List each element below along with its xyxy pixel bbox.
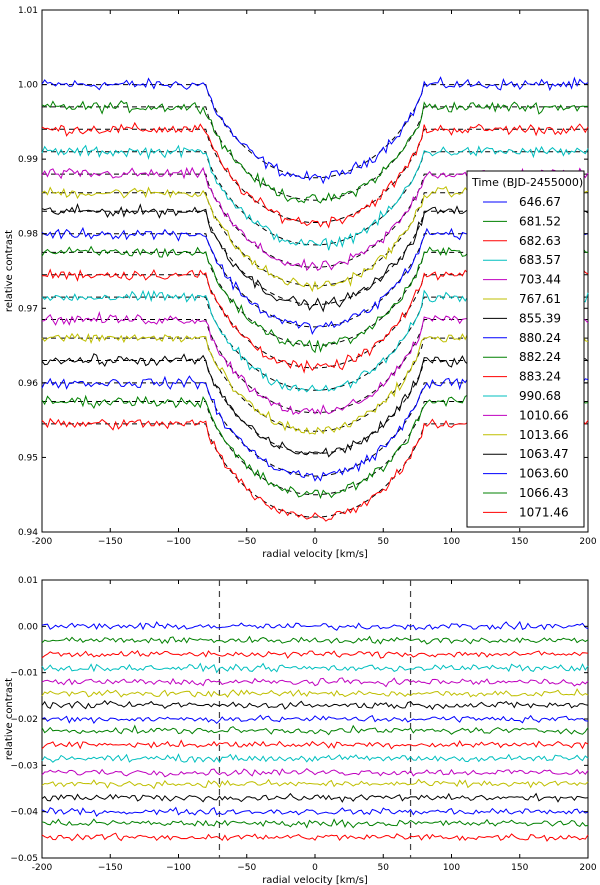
legend-entry-label: 767.61 <box>519 292 561 306</box>
x-tick-label: 200 <box>579 863 596 873</box>
fit-curve <box>42 128 588 223</box>
y-tick-label: 1.00 <box>18 81 38 91</box>
top-x-axis-label: radial velocity [km/s] <box>262 549 368 560</box>
series-line-683.57 <box>41 144 589 251</box>
legend-entry-label: 1071.46 <box>519 505 569 519</box>
y-tick-label: −0.03 <box>10 761 38 771</box>
residual-line <box>41 768 589 778</box>
y-tick-label: −0.02 <box>10 715 38 725</box>
y-tick-label: 0.97 <box>18 304 38 314</box>
legend-entry-label: 1013.66 <box>519 428 569 442</box>
residual-line <box>41 792 589 803</box>
bottom-x-ticks: -200 −150 −100 −50 0 50 100 150 200 <box>32 580 597 873</box>
residual-line <box>41 700 589 711</box>
bottom-panel-plot: -200 −150 −100 −50 0 50 100 150 200 −0.05−0.04−0… <box>4 576 597 885</box>
residual-line <box>41 688 589 698</box>
x-tick-label: 150 <box>511 537 528 547</box>
residual-line <box>41 620 589 631</box>
x-tick-label: −100 <box>166 537 191 547</box>
legend-entry-label: 1063.47 <box>519 447 569 461</box>
y-tick-label: −0.05 <box>10 854 38 864</box>
legend-entry-label: 855.39 <box>519 311 561 325</box>
y-tick-label: 0.96 <box>18 379 38 389</box>
residual-line <box>41 724 589 736</box>
top-x-ticks: -200 −150 −100 −50 0 50 100 150 200 <box>32 10 597 547</box>
fit-curve <box>42 84 588 179</box>
residual-line <box>41 739 589 750</box>
legend-entry-label: 681.52 <box>519 214 561 228</box>
legend-entry-label: 1063.60 <box>519 467 569 481</box>
legend-entry-label: 883.24 <box>519 370 561 384</box>
legend-title: Time (BJD-2455000) <box>471 176 583 189</box>
y-tick-label: 1.01 <box>18 6 38 16</box>
bottom-y-axis-label: relative contrast <box>4 678 15 760</box>
y-tick-label: 0.01 <box>18 576 38 586</box>
legend-entry-label: 646.67 <box>519 195 561 209</box>
x-tick-label: 0 <box>312 863 318 873</box>
residual-line <box>41 635 589 645</box>
residual-line <box>41 806 589 817</box>
y-tick-label: 0.99 <box>18 155 38 165</box>
bottom-series-group <box>41 620 589 842</box>
x-tick-label: 100 <box>443 863 460 873</box>
y-tick-label: 0.94 <box>18 528 38 538</box>
bottom-reference-lines <box>218 580 412 858</box>
residual-line <box>41 662 589 674</box>
y-tick-label: 0.00 <box>18 622 38 632</box>
legend-entry-label: 1066.43 <box>519 486 569 500</box>
y-tick-label: 0.98 <box>18 230 38 240</box>
top-y-ticks: 0.94 0.95 0.96 0.97 0.98 0.99 1.00 1.01 <box>18 6 588 538</box>
series-line-681.52 <box>41 100 589 204</box>
legend: Time (BJD-2455000) 646.67 681.52 682.63 683… <box>466 170 585 528</box>
x-tick-label: −50 <box>237 863 256 873</box>
residual-line <box>41 778 589 790</box>
legend-entry-label: 682.63 <box>519 234 561 248</box>
x-tick-label: 50 <box>378 863 390 873</box>
series-line-682.63 <box>41 121 589 229</box>
x-tick-label: 150 <box>511 863 528 873</box>
legend-entry-label: 880.24 <box>519 331 561 345</box>
x-tick-label: -200 <box>32 537 53 547</box>
x-tick-label: 100 <box>443 537 460 547</box>
y-tick-label: 0.95 <box>18 453 38 463</box>
legend-entry-label: 683.57 <box>519 253 561 267</box>
x-tick-label: −100 <box>166 863 191 873</box>
y-tick-label: −0.01 <box>10 669 38 679</box>
legend-entry-label: 882.24 <box>519 350 561 364</box>
legend-entries: 646.67 681.52 682.63 683.57 703.44 767.61 855.… <box>483 195 569 519</box>
legend-box <box>466 170 585 528</box>
residual-line <box>41 649 589 659</box>
x-tick-label: 50 <box>378 537 390 547</box>
x-tick-label: −150 <box>98 863 123 873</box>
residual-line <box>41 753 589 764</box>
legend-entry-label: 1010.66 <box>519 408 569 422</box>
x-tick-label: 0 <box>312 537 318 547</box>
residual-line <box>41 818 589 829</box>
bottom-y-ticks: −0.05 −0.04 −0.03 −0.02 −0.01 0.00 0.01 <box>10 576 588 864</box>
residual-line <box>41 832 589 842</box>
residual-line <box>41 677 589 688</box>
bottom-x-axis-label: radial velocity [km/s] <box>262 875 368 885</box>
x-tick-label: 200 <box>579 537 596 547</box>
legend-entry-label: 703.44 <box>519 273 561 287</box>
y-tick-label: −0.04 <box>10 808 38 818</box>
x-tick-label: −50 <box>237 537 256 547</box>
x-tick-label: −150 <box>98 537 123 547</box>
series-line-646.67 <box>41 76 589 185</box>
top-y-axis-label: relative contrast <box>4 230 15 312</box>
x-tick-label: -200 <box>32 863 53 873</box>
legend-entry-label: 990.68 <box>519 389 561 403</box>
top-panel-plot: -200 −150 −100 −50 0 50 100 150 200 0.94 0.95 0.96… <box>4 6 597 560</box>
residual-line <box>41 714 589 725</box>
